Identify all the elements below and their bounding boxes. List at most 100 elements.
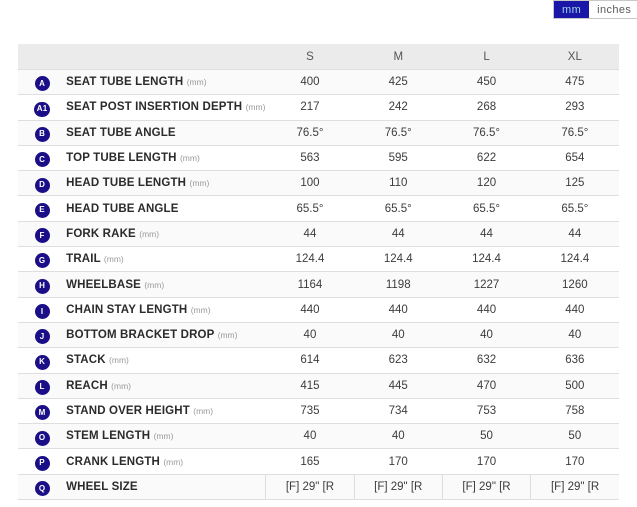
- row-value-cell: 65.5°: [296, 202, 324, 215]
- table-row: H WHEELBASE (mm) 1164 1198 1227 1260: [18, 271, 619, 298]
- row-value-cell: 50: [480, 430, 493, 443]
- row-label: STACK: [66, 354, 106, 367]
- row-value-cell: 445: [388, 379, 408, 392]
- row-value-cell: 124.4: [295, 253, 325, 266]
- row-value-cell: 654: [565, 152, 585, 165]
- row-label: SEAT TUBE LENGTH: [66, 76, 184, 89]
- table-row: J BOTTOM BRACKET DROP (mm) 40 40 40 40: [18, 322, 619, 348]
- row-value-cell: 124.4: [472, 253, 501, 266]
- unit-toggle-mm[interactable]: mm: [554, 1, 590, 18]
- row-value-cell: 76.5°: [384, 126, 412, 139]
- row-badge-cell: L: [18, 373, 66, 398]
- row-badge-cell: C: [18, 145, 66, 170]
- row-value-cell: 110: [389, 177, 408, 190]
- row-value-cell: 425: [388, 76, 408, 89]
- measurement-badge-icon: I: [34, 304, 50, 320]
- row-value-cell: [F] 29" [R: [353, 474, 443, 500]
- measurement-badge-icon: M: [34, 405, 50, 421]
- row-unit-suffix: (mm): [163, 456, 184, 467]
- row-label-cell: STEM LENGTH (mm): [66, 424, 266, 449]
- row-label: STEM LENGTH: [66, 430, 151, 443]
- row-value-cell: 450: [476, 76, 497, 89]
- row-value-cell: 40: [303, 430, 317, 443]
- row-value-cell: 623: [388, 354, 408, 367]
- row-label: SEAT POST INSERTION DEPTH: [66, 101, 243, 114]
- row-value-cell: [F] 29" [R: [265, 474, 355, 500]
- column-header-s: S: [306, 50, 314, 63]
- row-value-cell: 440: [300, 303, 320, 316]
- row-label-cell: SEAT POST INSERTION DEPTH (mm): [66, 95, 266, 120]
- row-value-cell: 242: [388, 101, 408, 114]
- row-value-cell: 50: [568, 430, 582, 443]
- row-value-cell: 500: [565, 379, 585, 392]
- row-label-cell: TOP TUBE LENGTH (mm): [66, 145, 266, 170]
- row-unit-suffix: (mm): [111, 380, 131, 391]
- row-unit-suffix: (mm): [103, 254, 124, 265]
- row-label: BOTTOM BRACKET DROP: [66, 329, 215, 342]
- row-unit-suffix: (mm): [186, 77, 207, 88]
- table-row: P CRANK LENGTH (mm) 165 170 170 170: [18, 448, 619, 475]
- row-label: REACH: [66, 379, 108, 392]
- row-value-cell: 125: [565, 177, 585, 190]
- row-label: HEAD TUBE LENGTH: [66, 177, 187, 190]
- unit-toggle[interactable]: mm inches: [553, 0, 637, 19]
- row-value-cell: 40: [391, 329, 405, 342]
- row-badge-cell: J: [18, 322, 66, 347]
- row-value-cell: 124.4: [560, 253, 590, 266]
- row-value-cell: 293: [565, 101, 585, 114]
- row-label: HEAD TUBE ANGLE: [66, 202, 179, 215]
- row-badge-cell: Q: [18, 474, 66, 499]
- measurement-badge-icon: B: [34, 126, 50, 142]
- row-label: WHEEL SIZE: [66, 480, 138, 493]
- row-value-cell: 44: [568, 227, 582, 240]
- row-badge-cell: D: [18, 171, 66, 196]
- measurement-badge-icon: P: [34, 455, 50, 471]
- row-label: CRANK LENGTH: [66, 455, 160, 468]
- row-value-cell: 632: [476, 354, 497, 367]
- row-badge-cell: A1: [18, 95, 66, 120]
- column-header-l: L: [483, 50, 490, 63]
- row-value-cell: 1198: [385, 278, 411, 291]
- row-unit-suffix: (mm): [217, 330, 238, 341]
- row-value-cell: 1260: [562, 278, 588, 291]
- row-value-cell: 440: [476, 303, 497, 316]
- row-value-cell: 44: [391, 227, 405, 240]
- row-unit-suffix: (mm): [189, 178, 210, 189]
- row-unit-suffix: (mm): [190, 304, 211, 315]
- row-unit-suffix: (mm): [144, 279, 165, 290]
- row-value-cell: [F] 29" [R: [530, 474, 619, 500]
- table-row: A SEAT TUBE LENGTH (mm) 400 425 450 475: [18, 69, 619, 95]
- row-value-cell: 165: [300, 455, 320, 468]
- table-row: G TRAIL (mm) 124.4 124.4 124.4 124.4: [18, 246, 619, 272]
- row-unit-suffix: (mm): [139, 228, 160, 239]
- row-label-cell: WHEEL SIZE: [66, 474, 266, 499]
- row-badge-cell: I: [18, 297, 66, 322]
- row-label-cell: REACH (mm): [66, 373, 266, 398]
- column-header-xl: XL: [567, 50, 582, 63]
- row-value-cell: 614: [300, 354, 320, 367]
- row-label: TRAIL: [66, 253, 101, 266]
- row-unit-suffix: (mm): [153, 431, 174, 442]
- measurement-badge-icon: D: [34, 177, 50, 193]
- row-badge-cell: F: [18, 221, 66, 246]
- measurement-badge-icon: F: [34, 228, 50, 244]
- table-row: K STACK (mm) 614 623 632 636: [18, 347, 619, 374]
- row-value-cell: 595: [388, 152, 408, 165]
- table-header-row: S M L XL: [18, 44, 619, 70]
- row-value-cell: 470: [476, 379, 497, 392]
- table-row: L REACH (mm) 415 445 470 500: [18, 373, 619, 399]
- row-label: WHEELBASE: [66, 278, 141, 291]
- row-label: FORK RAKE: [66, 227, 136, 240]
- table-row: C TOP TUBE LENGTH (mm) 563 595 622 654: [18, 145, 619, 171]
- unit-toggle-inches[interactable]: inches: [589, 1, 637, 18]
- row-label-cell: BOTTOM BRACKET DROP (mm): [66, 322, 266, 347]
- row-value-cell: 475: [565, 76, 585, 89]
- table-header: S M L XL: [18, 44, 619, 70]
- row-value-cell: 400: [300, 76, 320, 89]
- row-value-cell: 563: [300, 152, 320, 165]
- header-label-blank: [66, 44, 266, 70]
- table-row: B SEAT TUBE ANGLE 76.5° 76.5° 76.5° 76.5°: [18, 120, 619, 146]
- row-value-cell: 758: [565, 405, 585, 417]
- row-value-cell: 734: [388, 405, 408, 417]
- row-label-cell: HEAD TUBE ANGLE: [66, 196, 266, 221]
